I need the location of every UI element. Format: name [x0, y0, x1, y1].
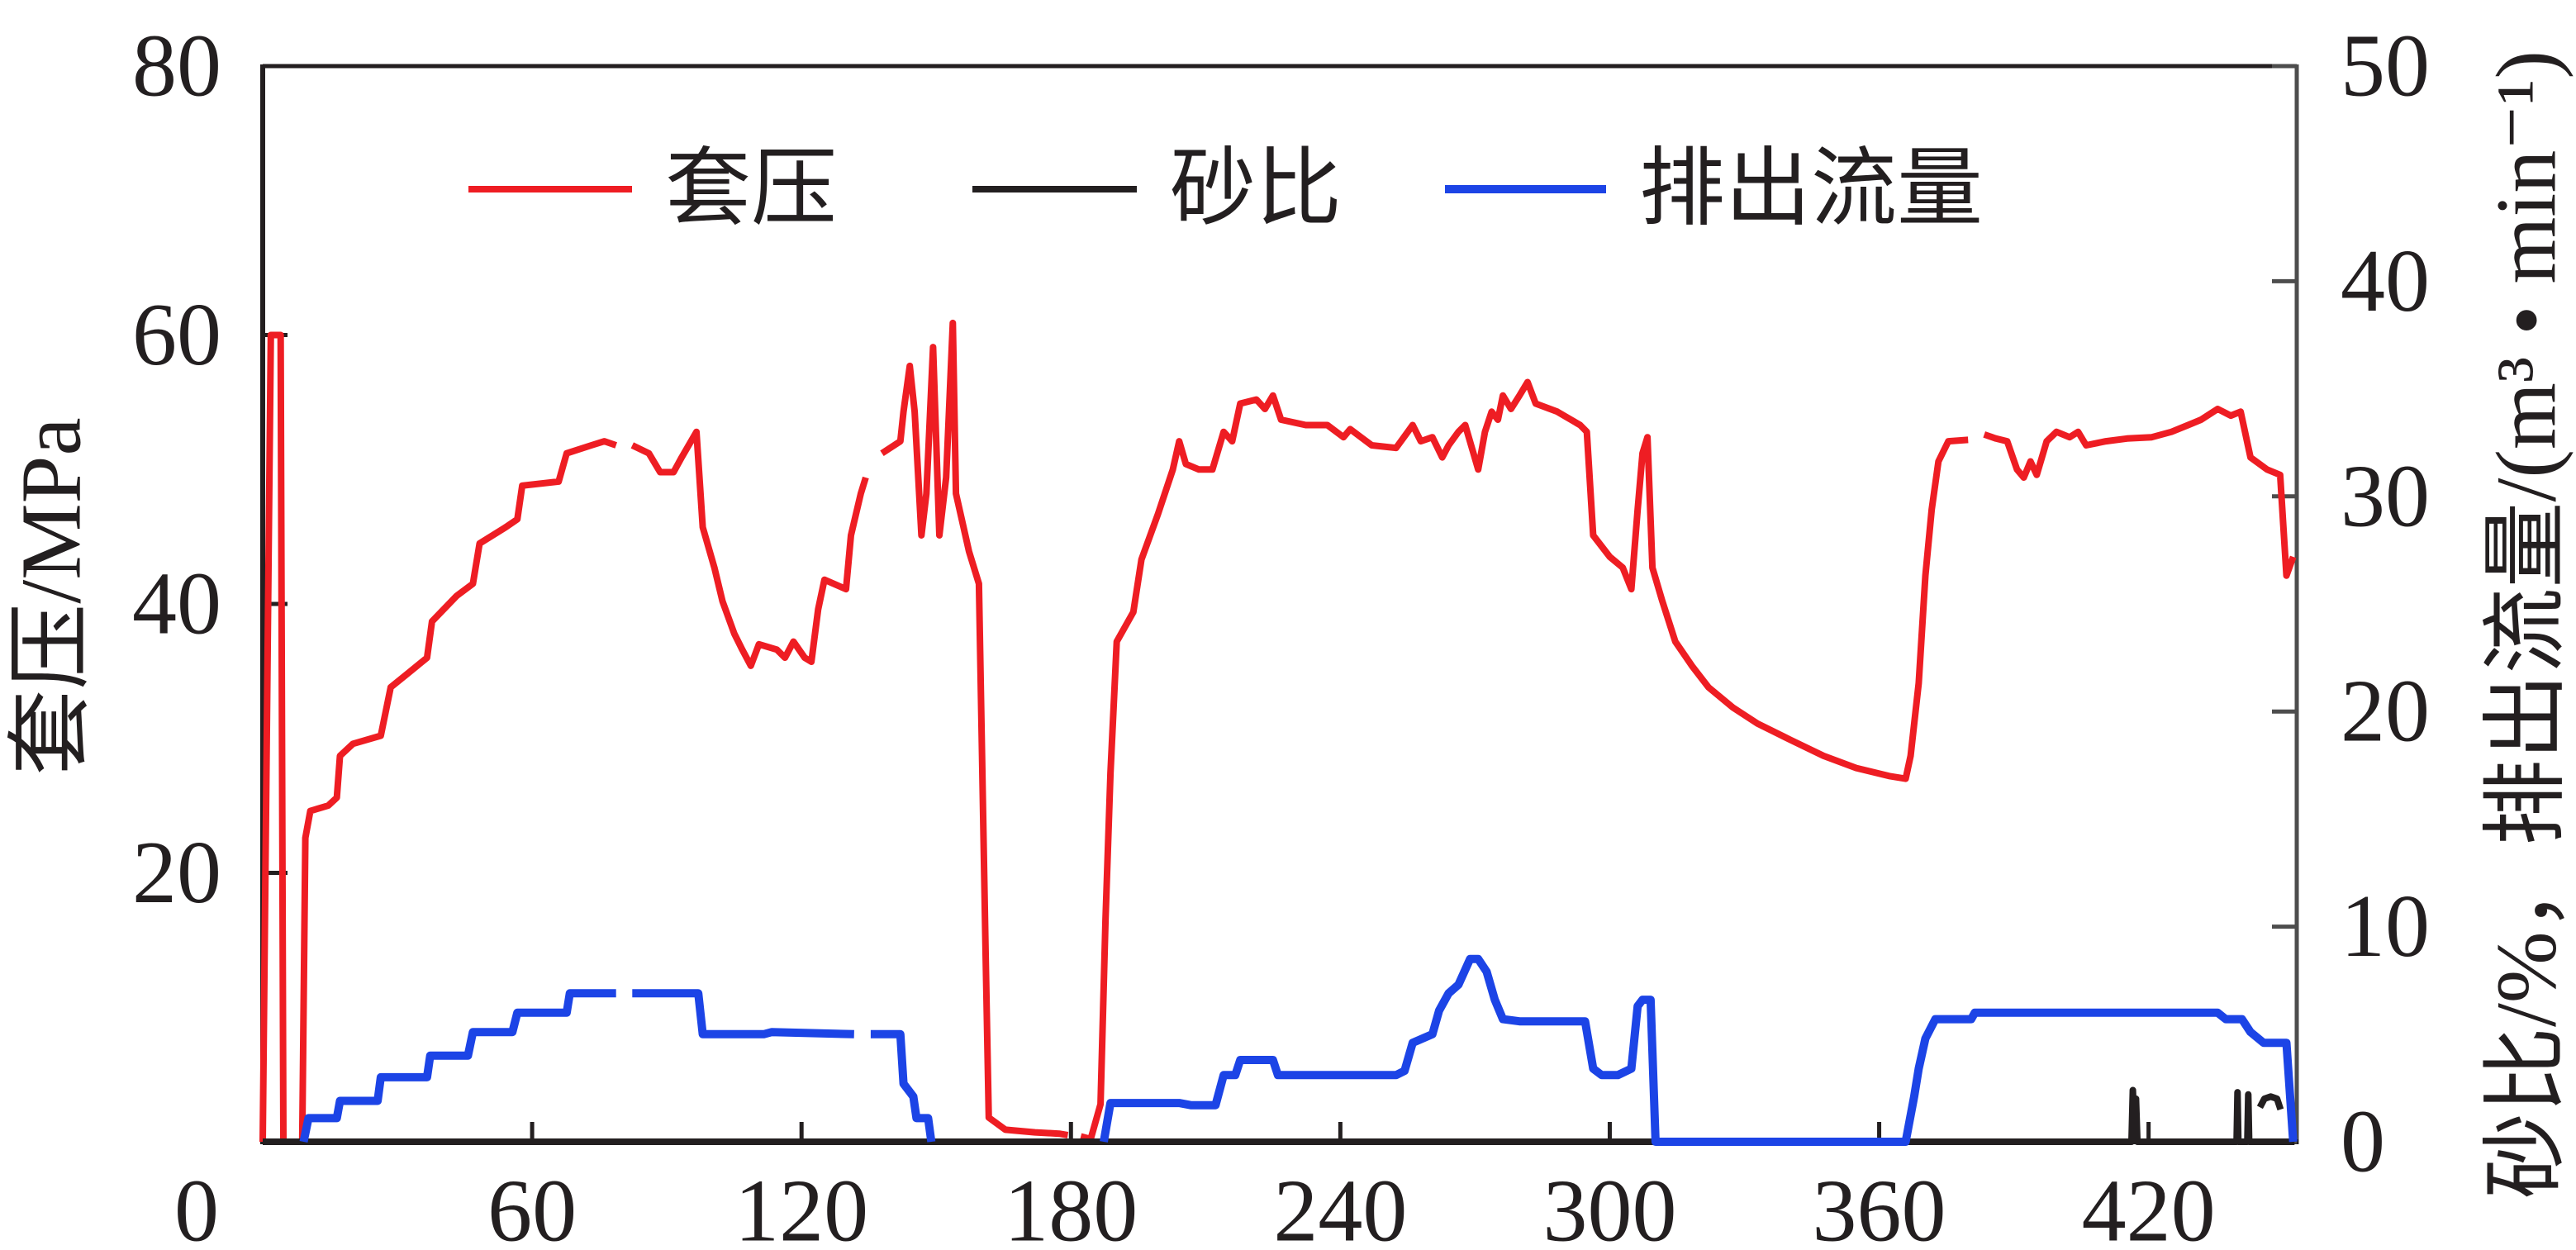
- right-axis-tick-label: 40: [2341, 232, 2430, 330]
- x-axis-tick-label: 360: [1813, 1162, 1946, 1250]
- right-axis-tick-label: 30: [2341, 447, 2430, 545]
- x-axis-tick-label: 420: [2082, 1162, 2216, 1250]
- right-axis-tick-label: 0: [2341, 1093, 2385, 1191]
- legend-item-discharge-flow: 排出流量: [1445, 142, 1983, 237]
- right-axis-tick-label: 20: [2341, 663, 2430, 761]
- left-axis-tick-label: 60: [132, 286, 221, 384]
- left-axis-tick-label: 80: [132, 17, 221, 116]
- legend-label: 砂比: [1170, 142, 1342, 237]
- sand-ratio-line: [263, 1086, 2295, 1145]
- plot-area: [259, 319, 2298, 1146]
- axis-tick-labels: 20 40 60 80 0 10 20 30 40 50 0 60 120 180 240 300 360 420: [132, 17, 2430, 1250]
- left-axis-title: 套压/MPa: [4, 417, 99, 775]
- legend: 套压 砂比 排出流量: [468, 142, 1983, 237]
- right-axis-title: 砂比/%，排出流量/(m³ • min⁻¹): [2479, 50, 2574, 1199]
- right-axis-tick-label: 10: [2341, 877, 2430, 976]
- legend-item-sand-ratio: 砂比: [972, 142, 1342, 237]
- x-axis-tick-label: 60: [487, 1162, 577, 1250]
- discharge-flow-line: [299, 954, 2298, 1146]
- legend-label: 套压: [665, 142, 837, 237]
- left-axis-tick-label: 40: [132, 555, 221, 654]
- left-axis-tick-label: 20: [132, 824, 221, 922]
- x-axis-tick-label: 0: [174, 1162, 219, 1250]
- x-axis-tick-label: 240: [1273, 1162, 1407, 1250]
- x-axis-tick-label: 180: [1004, 1162, 1138, 1250]
- x-axis-tick-label: 300: [1542, 1162, 1676, 1250]
- casing-pressure-line: [259, 319, 2297, 1145]
- x-axis-tick-label: 120: [734, 1162, 868, 1250]
- right-axis-tick-label: 50: [2341, 17, 2430, 116]
- legend-item-casing-pressure: 套压: [468, 142, 837, 237]
- legend-label: 排出流量: [1639, 142, 1983, 237]
